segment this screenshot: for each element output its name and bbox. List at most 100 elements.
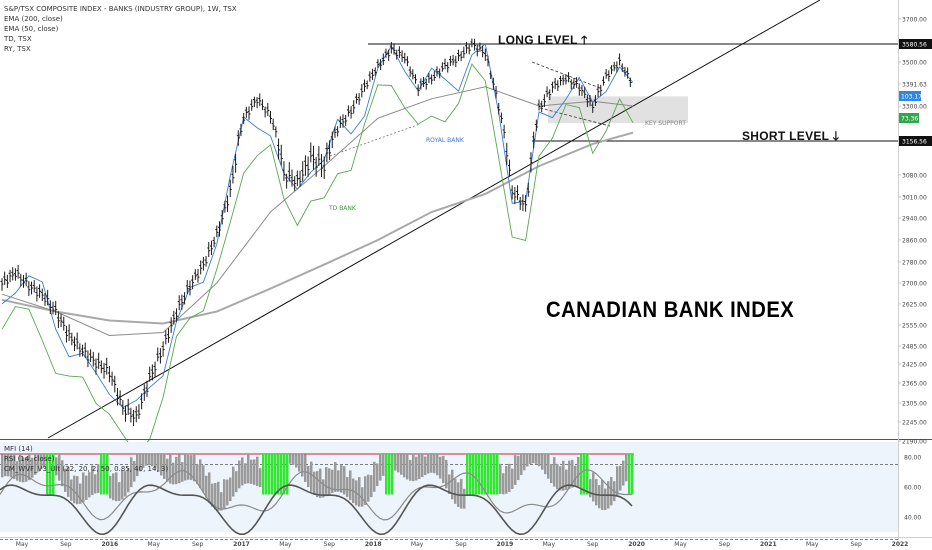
histogram-bar <box>367 474 370 502</box>
histogram-bar <box>178 454 181 484</box>
histogram-bar <box>439 456 442 479</box>
histogram-bar <box>211 483 214 507</box>
sub-y-tick-label: 80.00 <box>904 455 921 462</box>
histogram-bar <box>334 461 337 492</box>
histogram-bar <box>583 454 586 495</box>
histogram-bar <box>154 454 157 469</box>
histogram-bar <box>433 454 436 474</box>
histogram-bar <box>460 478 463 509</box>
histogram-bar <box>526 454 529 467</box>
x-tick-label: Sep <box>719 541 731 548</box>
histogram-bar <box>289 454 292 464</box>
histogram-bar <box>52 454 55 495</box>
ema50-line <box>1 86 634 337</box>
short-level-label: SHORT LEVEL 🡓 <box>742 129 840 143</box>
histogram-bar <box>553 457 556 487</box>
y-tick-label: 2245.00 <box>902 420 927 427</box>
histogram-bar <box>502 473 505 495</box>
sub-y-tick-label: 40.00 <box>904 515 921 522</box>
rising-trendline <box>47 0 821 439</box>
histogram-bar <box>109 475 112 499</box>
histogram-bar <box>535 454 538 464</box>
histogram-bar <box>295 454 298 468</box>
histogram-bar <box>304 454 307 482</box>
histogram-bar <box>436 454 439 476</box>
y-tick-label: 3300.00 <box>902 104 927 111</box>
histogram-bar <box>31 457 34 478</box>
histogram-bar <box>28 454 31 481</box>
ry-price-label: 103.17 <box>901 94 922 101</box>
y-tick-label: 3156.56 <box>902 139 927 146</box>
histogram-bar <box>430 454 433 473</box>
oscillator-line-1 <box>0 469 632 521</box>
x-tick-label: May <box>147 541 160 548</box>
histogram-bar <box>61 460 64 487</box>
y-tick-label: 3500.00 <box>902 60 927 67</box>
histogram-bar <box>418 454 421 480</box>
histogram-bar <box>283 454 286 495</box>
histogram-bar <box>490 454 493 495</box>
histogram-bar <box>226 479 229 506</box>
legend-rsi: RSI (14, close) <box>4 455 55 463</box>
x-tick-label: 2022 <box>892 541 909 548</box>
neckline-dashed <box>329 123 421 157</box>
x-tick-label: May <box>806 541 819 548</box>
histogram-bar <box>223 479 226 509</box>
legend-title: S&P/TSX COMPOSITE INDEX - BANKS (INDUSTR… <box>4 5 237 13</box>
y-tick-label: 2780.00 <box>902 260 927 267</box>
histogram-bar <box>190 455 193 480</box>
histogram-bar <box>187 454 190 480</box>
histogram-bar <box>124 471 127 497</box>
y-tick-label: 3580.56 <box>902 42 927 49</box>
histogram-bar <box>448 474 451 495</box>
legend-ry: RY, TSX <box>4 45 31 53</box>
x-tick-label: 2021 <box>760 541 777 548</box>
histogram-bar <box>619 465 622 491</box>
histogram-bar <box>541 454 544 470</box>
y-tick-label: 2485.00 <box>902 344 927 351</box>
histogram-bar <box>499 463 502 494</box>
histogram-bar <box>193 454 196 482</box>
histogram-bar <box>493 454 496 495</box>
histogram-bar <box>388 454 391 495</box>
histogram-bar <box>73 475 76 504</box>
histogram-bar <box>319 468 322 498</box>
indicator-legend: MFI (14) RSI (14, close) CM_WVF_V3_Ult (… <box>4 444 168 474</box>
oscillator-line-2 <box>0 484 633 536</box>
key-support-zone <box>548 96 688 124</box>
y-tick-label: 3010.00 <box>902 195 927 202</box>
histogram-bar <box>157 454 160 472</box>
histogram-bar <box>403 454 406 478</box>
legend-ema200: EMA (200, close) <box>4 15 63 23</box>
histogram-bar <box>556 463 559 490</box>
histogram-bar <box>34 454 37 475</box>
td-bank-label: TD BANK <box>329 205 356 212</box>
histogram-bar <box>538 454 541 467</box>
histogram-bar <box>262 454 265 495</box>
histogram-bar <box>427 454 430 474</box>
histogram-bar <box>610 477 613 506</box>
histogram-bar <box>232 466 235 497</box>
histogram-bar <box>421 454 424 478</box>
histogram-bar <box>424 456 427 476</box>
histogram-bar <box>142 454 145 468</box>
histogram-bar <box>598 485 601 509</box>
histogram-bar <box>514 455 517 485</box>
histogram-bar <box>361 487 364 507</box>
histogram-bar <box>214 483 217 510</box>
histogram-bar <box>313 471 316 496</box>
histogram-bar <box>616 466 619 496</box>
histogram-bar <box>64 468 67 492</box>
histogram-bar <box>496 454 499 495</box>
histogram-bar <box>94 474 97 494</box>
histogram-bar <box>577 456 580 487</box>
histogram-bar <box>241 457 244 486</box>
histogram-bar <box>127 468 130 493</box>
histogram-bar <box>133 461 136 482</box>
histogram-bar <box>292 454 295 465</box>
histogram-bar <box>481 454 484 495</box>
histogram-bar <box>586 454 589 495</box>
histogram-bar <box>250 459 253 484</box>
histogram-bar <box>301 454 304 477</box>
